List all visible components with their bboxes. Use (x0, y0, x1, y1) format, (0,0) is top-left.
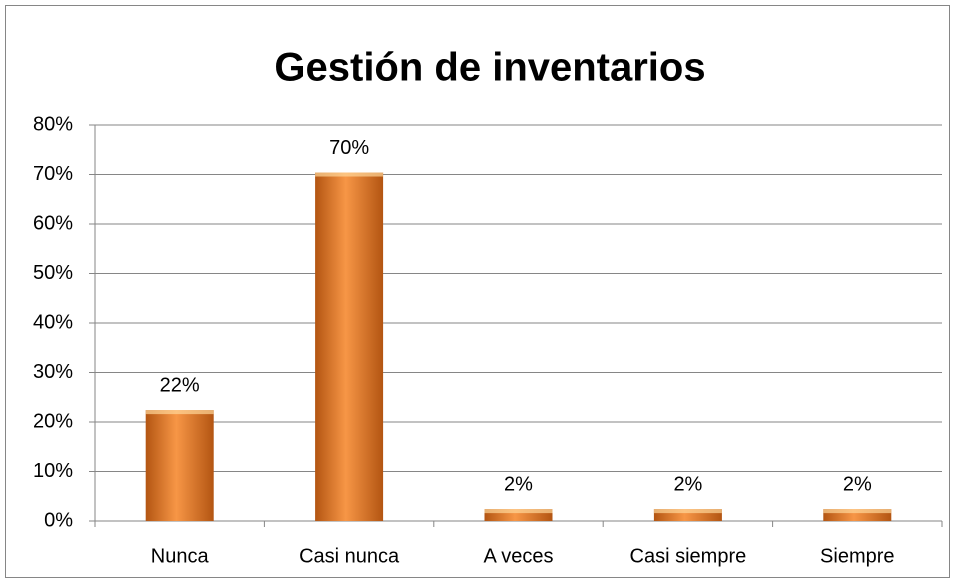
y-tick-label: 10% (33, 460, 73, 482)
x-tick-label: A veces (483, 545, 553, 567)
y-tick-label: 0% (44, 509, 73, 531)
bar-highlight (823, 509, 892, 514)
bar-highlight (145, 410, 214, 415)
bar (315, 172, 384, 521)
bar-highlight (653, 509, 722, 514)
bar-highlight (484, 509, 553, 514)
y-tick-label: 70% (33, 163, 73, 185)
y-tick-label: 30% (33, 361, 73, 383)
y-tick-label: 60% (33, 212, 73, 234)
x-tick-label: Casi nunca (299, 545, 400, 567)
bar (823, 509, 892, 521)
bar-highlight (315, 172, 384, 177)
data-label: 2% (504, 473, 533, 495)
bar (145, 410, 214, 521)
data-label: 2% (843, 473, 872, 495)
y-tick-label: 80% (33, 113, 73, 135)
data-label: 22% (160, 374, 200, 396)
y-tick-label: 50% (33, 262, 73, 284)
x-tick-label: Nunca (151, 545, 210, 567)
data-label: 2% (673, 473, 702, 495)
data-label: 70% (329, 137, 369, 159)
bar (484, 509, 553, 521)
chart-title: Gestión de inventarios (274, 46, 705, 90)
x-tick-label: Siempre (820, 545, 894, 567)
x-tick-label: Casi siempre (630, 545, 747, 567)
bar (653, 509, 722, 521)
y-tick-label: 40% (33, 311, 73, 333)
y-tick-label: 20% (33, 410, 73, 432)
